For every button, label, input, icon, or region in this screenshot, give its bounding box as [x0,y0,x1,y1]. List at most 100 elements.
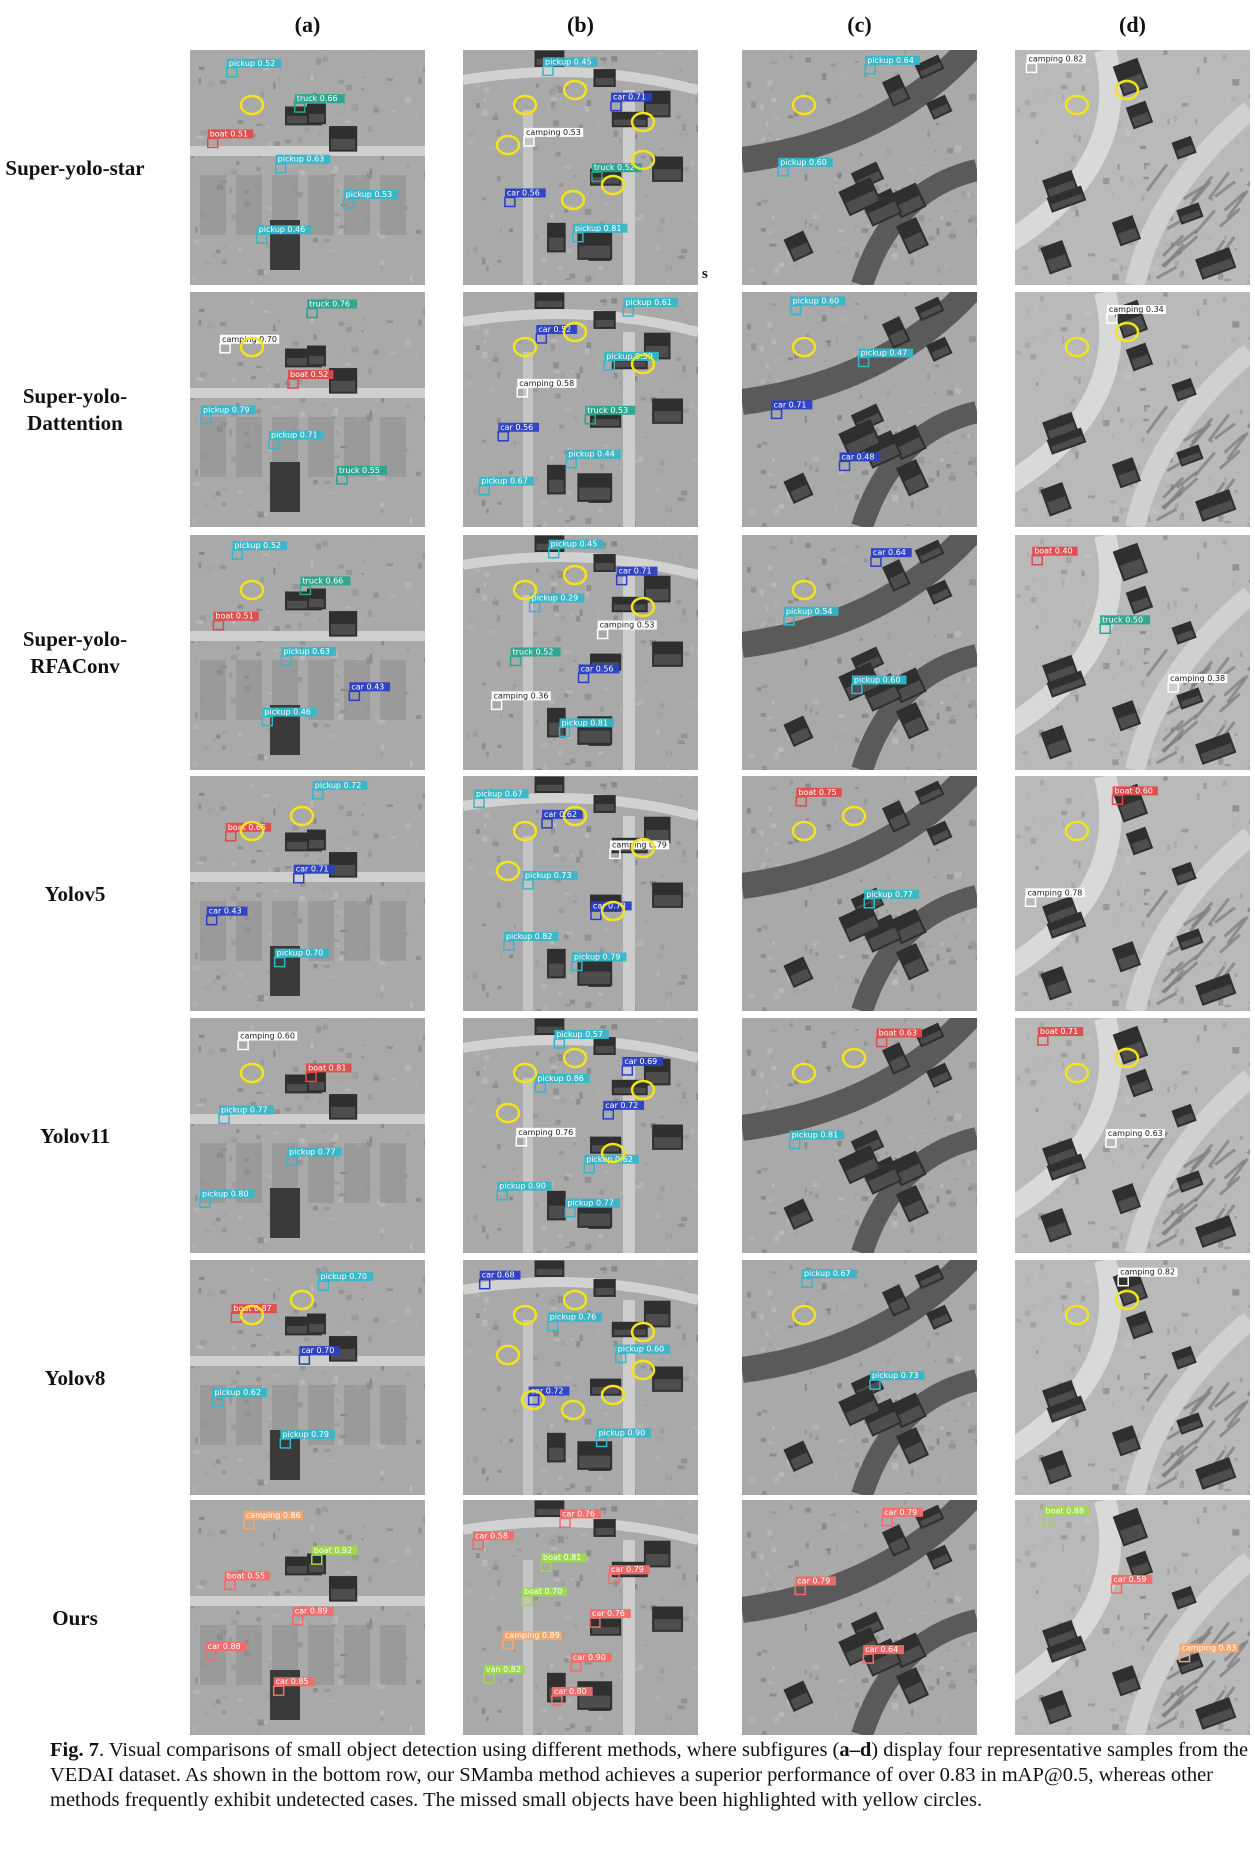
detection-label-text: pickup 0.80 [202,1189,249,1198]
detection-label-text: pickup 0.79 [203,405,250,414]
detection-label: camping 0.82 [1025,54,1086,74]
detection-label: car 0.79 [794,1576,837,1596]
missed-object-circle [1064,1304,1090,1326]
detection-label-text: truck 0.52 [513,647,554,656]
detection-label-text: car 0.43 [209,907,242,916]
column-header-0: (a) [294,12,321,37]
detection-label-text: pickup 0.29 [532,594,579,603]
detection-panel-6-2: car 0.79 car 0.79 car 0.64 [742,1500,977,1735]
detection-panel-5-1: car 0.68 pickup 0.76 pickup 0.60 car 0.72 pi… [463,1260,698,1495]
missed-object-circle [560,1399,586,1421]
detection-label: pickup 0.61 [622,298,678,317]
missed-object-circle [630,1079,656,1101]
detection-label-text: pickup 0.82 [506,932,553,941]
missed-object-circle [1064,1062,1090,1084]
detection-label-text: pickup 0.52 [234,541,281,550]
detection-label-text: pickup 0.73 [872,1371,919,1380]
detection-label-text: pickup 0.45 [551,540,598,549]
missed-object-circle [239,1304,265,1326]
detection-label: camping 0.38 [1167,673,1228,693]
aerial-image: car 0.64 pickup 0.54 pickup 0.60 [742,535,977,770]
detection-label-text: camping 0.76 [518,1128,573,1137]
detection-label-text: car 0.56 [500,423,533,432]
row-label-line2: Dattention [27,410,123,435]
missed-object-circle [791,336,817,358]
detection-label-text: pickup 0.86 [537,1074,584,1083]
missed-object-circle [495,1102,521,1124]
detection-label-text: car 0.58 [475,1531,508,1540]
detection-label-text: boat 0.81 [308,1063,346,1072]
detection-label: boat 0.63 [875,1028,923,1048]
aerial-image: pickup 0.60 pickup 0.47 car 0.71 car 0.48 [742,292,977,527]
missed-object-circle [562,1289,588,1311]
detection-label: camping 0.82 [1117,1267,1178,1287]
detection-label: car 0.64 [870,548,912,567]
detection-label: pickup 0.60 [614,1344,671,1364]
detection-label-text: camping 0.53 [600,621,655,630]
missed-object-circle [1114,79,1140,101]
detection-label-text: pickup 0.67 [804,1269,851,1278]
detection-label: pickup 0.90 [595,1428,652,1448]
detection-label: camping 0.34 [1106,305,1167,324]
missed-object-circle [1114,1289,1140,1311]
detection-label: car 0.76 [589,1609,631,1628]
figure-caption: Fig. 7. Visual comparisons of small obje… [50,1738,1250,1813]
detection-label-text: camping 0.60 [240,1031,295,1040]
detection-panel-6-0: camping 0.86 boat 0.92 boat 0.55 car 0.89 ca… [190,1500,425,1735]
detection-label: pickup 0.90 [496,1181,552,1201]
detection-label-text: car 0.88 [208,1642,241,1651]
detection-label-text: pickup 0.67 [476,789,523,798]
detection-label: pickup 0.72 [312,780,368,800]
detection-label-text: pickup 0.90 [599,1428,646,1437]
detection-label: pickup 0.47 [857,348,914,368]
detection-label: boat 0.88 [1042,1506,1089,1526]
missed-object-circle [791,1062,817,1084]
column-header-3: (d) [1119,12,1146,37]
missed-object-circle [289,1289,315,1311]
detection-label-text: boat 0.65 [228,823,266,832]
detection-label: truck 0.50 [1099,615,1151,635]
row-label-5: Yolov8 [0,1365,150,1392]
detection-label-text: pickup 0.60 [780,158,827,167]
detection-label: pickup 0.79 [279,1429,335,1449]
aerial-image: boat 0.60 camping 0.78 [1015,776,1250,1011]
detection-label-text: boat 0.87 [233,1304,271,1313]
missed-object-circle [239,1062,265,1084]
detection-label-text: pickup 0.60 [618,1345,665,1354]
detection-label: van 0.82 [483,1664,525,1684]
detection-panel-0-2: pickup 0.64 pickup 0.60 [742,50,977,285]
detection-panel-4-0: camping 0.60 boat 0.81 pickup 0.77 pickup 0… [190,1018,425,1253]
detection-label: pickup 0.73 [869,1371,925,1390]
row-label-3: Yolov5 [0,881,150,908]
detection-label: car 0.78 [590,901,632,921]
missed-object-circle [512,94,538,116]
detection-panel-0-0: pickup 0.52 truck 0.66 boat 0.51 pickup 0.6… [190,50,425,285]
detection-label-text: pickup 0.64 [867,56,914,65]
missed-object-circle [562,805,588,827]
detection-label-text: truck 0.76 [309,299,350,308]
detection-label-text: pickup 0.77 [866,890,913,899]
row-label-4: Yolov11 [0,1123,150,1150]
detection-label: pickup 0.60 [777,157,833,177]
aerial-image: pickup 0.67 car 0.62 camping 0.79 pickup 0.… [463,776,698,1011]
detection-label-text: boat 0.92 [314,1546,352,1555]
detection-label-text: pickup 0.63 [278,155,325,164]
detection-panel-2-3: boat 0.40 truck 0.50 camping 0.38 [1015,535,1250,770]
missed-object-circle [239,94,265,116]
detection-label: pickup 0.81 [788,1130,845,1150]
detection-label: pickup 0.52 [231,541,288,560]
missed-object-circle [600,1384,626,1406]
detection-label-text: pickup 0.81 [562,718,609,727]
missed-object-circle [562,321,588,343]
detection-label-text: pickup 0.46 [259,225,306,234]
detection-panel-3-1: pickup 0.67 car 0.62 camping 0.79 pickup 0.… [463,776,698,1011]
detection-label: car 0.89 [291,1606,334,1626]
detection-panel-0-1: pickup 0.45 car 0.71 camping 0.53 truck 0.5… [463,50,698,285]
aerial-image: pickup 0.72 boat 0.65 car 0.71 car 0.43 pick… [190,776,425,1011]
detection-panel-3-2: boat 0.75 pickup 0.77 [742,776,977,1011]
detection-label-text: pickup 0.70 [320,1272,367,1281]
detection-label-text: pickup 0.73 [525,871,572,880]
aerial-image: pickup 0.57 car 0.69 pickup 0.86 car 0.72 ca… [463,1018,698,1253]
detection-label-text: car 0.79 [884,1508,917,1517]
detection-label: boat 0.40 [1031,546,1078,566]
